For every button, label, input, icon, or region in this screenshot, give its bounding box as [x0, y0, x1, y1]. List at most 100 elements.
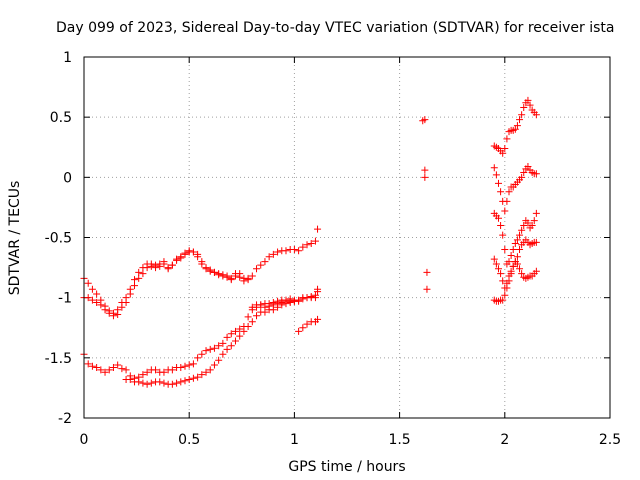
data-point [516, 246, 524, 254]
data-point [532, 267, 540, 275]
data-point [501, 207, 509, 215]
y-tick-label: -1.5 [45, 351, 72, 367]
data-point [274, 303, 282, 311]
data-point [530, 217, 538, 225]
data-point [223, 273, 231, 281]
data-point [189, 360, 197, 368]
data-point [492, 260, 500, 268]
data-point [160, 260, 168, 268]
y-tick-label: 0.5 [50, 110, 72, 126]
data-point [93, 363, 101, 371]
data-point [130, 276, 138, 284]
data-point [518, 226, 526, 234]
series-track-late-bottom [490, 258, 540, 305]
data-point [516, 231, 524, 239]
data-point [194, 354, 202, 362]
data-point [143, 380, 151, 388]
data-point [244, 323, 252, 331]
y-tick-labels: -2 -1.5 -1 -0.5 0 0.5 1 [45, 50, 72, 427]
data-point [490, 164, 498, 172]
data-point [278, 301, 286, 309]
x-tick-label: 2.5 [599, 432, 621, 448]
data-point [122, 366, 130, 374]
data-point [215, 342, 223, 350]
data-point [206, 345, 214, 353]
data-point [505, 277, 513, 285]
data-point [84, 279, 92, 287]
data-point [223, 333, 231, 341]
series-track-late-mid [490, 209, 540, 268]
data-point [168, 366, 176, 374]
data-point [202, 368, 210, 376]
data-point [97, 301, 105, 309]
data-point [253, 312, 261, 320]
data-point [177, 363, 185, 371]
data-point [265, 253, 273, 261]
data-point [511, 125, 519, 133]
data-point [202, 264, 210, 272]
data-point [101, 306, 109, 314]
data-point [168, 261, 176, 269]
data-point [295, 247, 303, 255]
data-point [156, 262, 164, 270]
data-point [314, 225, 322, 233]
data-point [181, 250, 189, 258]
data-point [236, 332, 244, 340]
data-point [532, 170, 540, 178]
data-point [101, 368, 109, 376]
data-point [421, 173, 429, 181]
series-track-late-top [490, 96, 540, 157]
y-tick-label: -0.5 [45, 231, 72, 247]
y-axis-label: SDTVAR / TECUs [7, 181, 23, 296]
data-point [215, 356, 223, 364]
data-point [314, 285, 322, 293]
data-point [135, 268, 143, 276]
data-point [526, 101, 534, 109]
data-point [274, 248, 282, 256]
data-point [499, 149, 507, 157]
data-point [421, 116, 429, 124]
data-point [303, 241, 311, 249]
data-point [295, 296, 303, 304]
data-point [513, 236, 521, 244]
data-point [147, 379, 155, 387]
tick-layer [83, 56, 611, 419]
data-point [114, 311, 122, 319]
data-point [227, 276, 235, 284]
data-point [189, 374, 197, 382]
data-point [503, 197, 511, 205]
data-point [299, 324, 307, 332]
data-point [236, 325, 244, 333]
data-point [518, 173, 526, 181]
data-point [295, 327, 303, 335]
data-point [109, 363, 117, 371]
data-point [501, 246, 509, 254]
data-point [143, 368, 151, 376]
data-point [210, 268, 218, 276]
data-point [105, 309, 113, 317]
x-tick-label: 1 [290, 432, 299, 448]
data-point [97, 366, 105, 374]
data-point [311, 294, 319, 302]
y-tick-label: -2 [58, 411, 72, 427]
data-point [499, 277, 507, 285]
data-point [307, 240, 315, 248]
data-point [240, 277, 248, 285]
data-point [185, 361, 193, 369]
data-point [139, 371, 147, 379]
data-point [513, 122, 521, 130]
data-point [494, 179, 502, 187]
data-point [524, 96, 532, 104]
data-point [139, 379, 147, 387]
data-point [532, 111, 540, 119]
data-point [497, 270, 505, 278]
data-point [93, 298, 101, 306]
data-point [494, 265, 502, 273]
data-point [505, 258, 513, 266]
series-track-late-upper [490, 163, 540, 215]
data-point [88, 362, 96, 370]
data-point [206, 366, 214, 374]
data-point [88, 285, 96, 293]
data-point [269, 250, 277, 258]
x-tick-label: 0 [80, 432, 89, 448]
